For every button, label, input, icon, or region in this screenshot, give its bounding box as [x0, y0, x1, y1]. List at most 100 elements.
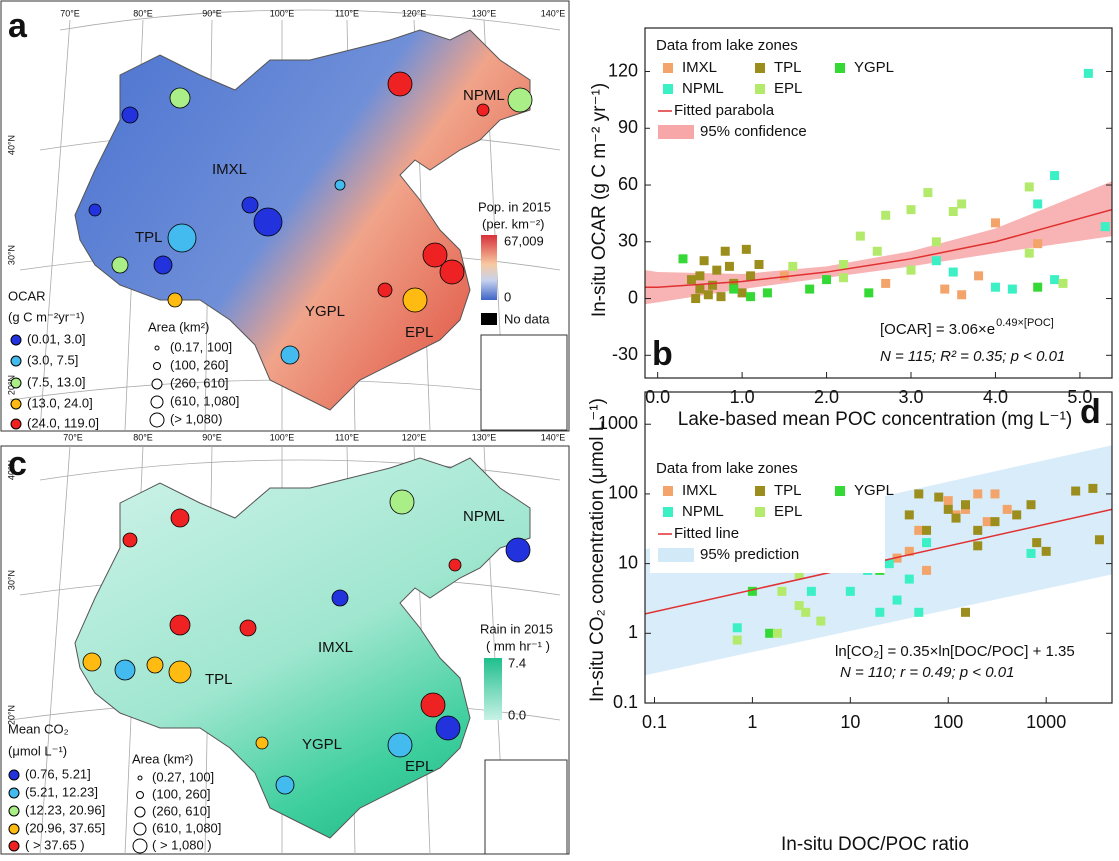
point — [914, 489, 923, 498]
y-tick-label: 1 — [628, 622, 638, 642]
lon-label: 110°E — [335, 432, 359, 442]
point — [914, 608, 923, 617]
point — [1059, 279, 1068, 288]
formula: [OCAR] = 3.06×e — [880, 321, 995, 338]
legend-title: Mean CO₂ — [8, 721, 69, 736]
point — [864, 288, 873, 297]
lon-label: 110°E — [335, 8, 359, 18]
point — [738, 288, 747, 297]
lon-label: 100°E — [270, 432, 295, 442]
lon-label: 140°E — [541, 432, 566, 442]
point — [952, 514, 961, 523]
point — [914, 526, 923, 535]
panel-letter: a — [8, 7, 28, 45]
point — [905, 575, 914, 584]
y-tick-label: 30 — [618, 231, 638, 251]
legend-label: TPL — [774, 482, 802, 499]
area-class: (100, 260] — [170, 357, 229, 372]
y-tick-label: 100 — [608, 483, 638, 503]
formula: ln[CO₂] = 0.35×ln[DOC/POC] + 1.35 — [835, 643, 1075, 660]
area-class: (0.27, 100] — [152, 769, 214, 784]
point — [763, 288, 772, 297]
region-label: NPML — [463, 87, 505, 104]
legend-label: 95% confidence — [700, 123, 807, 140]
legend-unit: (μmol L⁻¹) — [8, 743, 67, 758]
point — [1050, 171, 1059, 180]
point — [746, 271, 755, 280]
legend-swatch — [755, 84, 765, 94]
point — [1071, 487, 1080, 496]
y-tick-label: 0 — [628, 287, 638, 307]
y-tick-label: 90 — [618, 117, 638, 137]
point — [725, 262, 734, 271]
point — [991, 283, 1000, 292]
point — [695, 271, 704, 280]
point — [922, 566, 931, 575]
x-tick-label: 100 — [933, 712, 963, 732]
point — [934, 493, 943, 502]
point — [973, 526, 982, 535]
point — [773, 629, 782, 638]
nodata-swatch — [481, 313, 497, 325]
point — [733, 636, 742, 645]
legend-label: IMXL — [682, 59, 717, 76]
area-class: (0.17, 100] — [170, 339, 232, 354]
legend-swatch — [755, 63, 765, 73]
point — [712, 266, 721, 275]
x-tick-label: 1000 — [1026, 712, 1066, 732]
panel-letter: d — [1080, 393, 1101, 431]
point — [940, 285, 949, 294]
colorbar-unit: ( mm hr⁻¹ ) — [486, 638, 550, 653]
colorbar-ramp — [484, 658, 502, 720]
legend-swatch — [755, 486, 765, 496]
legend-title: Data from lake zones — [656, 460, 798, 477]
point — [957, 290, 966, 299]
point — [717, 292, 726, 301]
legend-label: YGPL — [854, 59, 894, 76]
stats: N = 110; r = 0.49; p < 0.01 — [840, 664, 1014, 681]
region-label: EPL — [405, 758, 433, 775]
region-label: TPL — [205, 671, 233, 688]
x-tick-label: 10 — [840, 712, 860, 732]
legend-title: OCAR — [8, 288, 46, 303]
point — [881, 279, 890, 288]
point — [923, 188, 932, 197]
legend-class: (5.21, 12.23] — [25, 784, 98, 799]
nodata-label: No data — [504, 311, 550, 326]
point — [1042, 547, 1051, 556]
legend-label: YGPL — [854, 482, 894, 499]
point — [1027, 549, 1036, 558]
point — [1027, 500, 1036, 509]
lat-label: 30°N — [6, 245, 16, 265]
colorbar-max: 7.4 — [508, 655, 526, 670]
colorbar-title: Rain in 2015 — [480, 621, 553, 636]
point — [839, 260, 848, 269]
legend-class: ( > 37.65 ) — [25, 837, 85, 852]
panel-letter: b — [652, 335, 673, 373]
legend-swatch — [755, 507, 765, 517]
point — [1008, 285, 1017, 294]
inset-map — [485, 760, 567, 854]
region-label: NPML — [463, 508, 505, 525]
point — [991, 218, 1000, 227]
point — [961, 500, 970, 509]
point — [816, 617, 825, 626]
point — [1012, 510, 1021, 519]
point — [957, 199, 966, 208]
point — [1033, 283, 1042, 292]
point — [729, 285, 738, 294]
point — [700, 256, 709, 265]
region-label: IMXL — [212, 161, 247, 178]
lon-label: 80°E — [133, 432, 153, 442]
lon-label: 90°E — [202, 8, 222, 18]
lon-label: 140°E — [541, 8, 566, 18]
y-tick-label: 60 — [618, 174, 638, 194]
lon-label: 120°E — [402, 432, 427, 442]
point — [795, 601, 804, 610]
point — [1101, 222, 1110, 231]
legend-label: Fitted line — [674, 525, 739, 542]
region-label: YGPL — [305, 303, 345, 320]
legend-swatch — [663, 63, 673, 73]
point — [907, 205, 916, 214]
point — [704, 290, 713, 299]
